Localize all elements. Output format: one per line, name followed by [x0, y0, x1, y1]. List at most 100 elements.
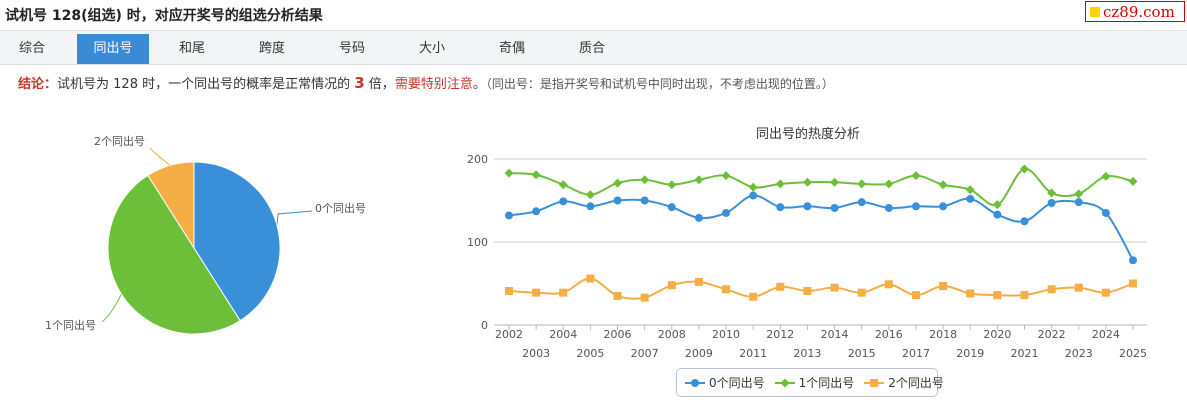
- series-2-point-2024[interactable]: [1101, 288, 1110, 297]
- series-1-point-2014[interactable]: [830, 177, 840, 187]
- series-1-point-2006[interactable]: [613, 178, 623, 188]
- series-0-point-2024[interactable]: [1101, 208, 1110, 217]
- series-1-point-2005[interactable]: [585, 190, 595, 200]
- pie-slice-1[interactable]: [107, 174, 241, 335]
- legend-item-0[interactable]: 0个同出号: [685, 374, 765, 391]
- legend-item-1[interactable]: 1个同出号: [774, 374, 855, 391]
- series-2-point-2020[interactable]: [993, 291, 1002, 300]
- series-2-point-2010[interactable]: [722, 285, 731, 294]
- series-2-point-2009[interactable]: [694, 277, 703, 286]
- series-0-point-2007[interactable]: [640, 196, 649, 205]
- legend-marker-1[interactable]: [780, 378, 790, 387]
- tab-common-numbers[interactable]: 同出号: [77, 34, 149, 64]
- series-0-point-2017[interactable]: [911, 202, 920, 211]
- legend-label-1: 1个同出号: [798, 376, 855, 390]
- tab-overview[interactable]: 综合: [18, 41, 45, 56]
- series-1-point-2025[interactable]: [1128, 176, 1138, 186]
- series-1-point-2012[interactable]: [775, 179, 785, 189]
- series-2-point-2015[interactable]: [857, 288, 866, 297]
- series-1-point-2016[interactable]: [884, 179, 894, 189]
- series-2-point-2012[interactable]: [776, 282, 785, 291]
- series-2-point-2016[interactable]: [884, 280, 893, 289]
- series-0-point-2015[interactable]: [857, 198, 866, 207]
- series-0-point-2025[interactable]: [1129, 256, 1137, 265]
- series-0-point-2019[interactable]: [966, 194, 975, 203]
- series-1-point-2015[interactable]: [857, 179, 867, 189]
- series-0-point-2012[interactable]: [776, 203, 785, 212]
- series-2-point-2005[interactable]: [586, 274, 595, 283]
- series-0-point-2009[interactable]: [694, 213, 703, 222]
- series-1-point-2011[interactable]: [748, 182, 758, 192]
- series-0-point-2002[interactable]: [505, 211, 513, 220]
- series-2-point-2004[interactable]: [559, 288, 568, 297]
- series-1-point-2019[interactable]: [965, 185, 975, 195]
- tab-sum-tail[interactable]: 和尾: [178, 41, 205, 56]
- series-1-point-2017[interactable]: [911, 171, 921, 181]
- tab-big-small[interactable]: 大小: [418, 41, 445, 56]
- tab-span[interactable]: 跨度: [258, 41, 285, 56]
- series-0: [505, 191, 1137, 265]
- tab-odd-even[interactable]: 奇偶: [498, 41, 525, 56]
- series-0-point-2020[interactable]: [993, 210, 1002, 219]
- series-1-point-2013[interactable]: [802, 177, 812, 187]
- series-0-point-2006[interactable]: [613, 196, 622, 205]
- series-2-point-2003[interactable]: [532, 288, 541, 297]
- brand-logo[interactable]: cz89.com: [1085, 1, 1185, 22]
- series-1-point-2008[interactable]: [667, 180, 677, 190]
- line-chart-legend: 0个同出号 1个同出号 2个同出号: [676, 368, 944, 397]
- series-1-point-2023[interactable]: [1074, 189, 1084, 199]
- series-1-point-2018[interactable]: [938, 180, 948, 190]
- series-2-point-2021[interactable]: [1020, 291, 1029, 300]
- tab-numbers[interactable]: 号码: [338, 41, 365, 56]
- series-1-point-2021[interactable]: [1019, 164, 1029, 174]
- x-tick-label-2005: 2005: [576, 347, 604, 360]
- legend-marker-2[interactable]: [870, 378, 879, 387]
- series-0-point-2021[interactable]: [1020, 217, 1029, 226]
- series-0-point-2011[interactable]: [749, 191, 758, 200]
- series-0-point-2003[interactable]: [532, 207, 541, 216]
- series-2-point-2007[interactable]: [640, 293, 649, 302]
- series-0-point-2010[interactable]: [722, 208, 731, 217]
- series-2-point-2006[interactable]: [613, 291, 622, 300]
- series-2-point-2013[interactable]: [803, 286, 812, 295]
- series-0-point-2018[interactable]: [939, 202, 948, 211]
- tab-prime-composite[interactable]: 质合: [578, 41, 605, 56]
- x-tick-label-2012: 2012: [766, 328, 794, 341]
- series-2-point-2008[interactable]: [667, 281, 676, 290]
- series-1-point-2022[interactable]: [1047, 188, 1057, 198]
- series-2-point-2018[interactable]: [939, 281, 948, 290]
- series-2-point-2017[interactable]: [911, 291, 920, 300]
- series-2-point-2025[interactable]: [1129, 279, 1137, 288]
- conclusion-multiple: 3: [354, 74, 365, 92]
- series-2-point-2023[interactable]: [1074, 283, 1083, 292]
- series-2-point-2014[interactable]: [830, 283, 839, 292]
- series-1-point-2024[interactable]: [1101, 171, 1111, 181]
- series-0-point-2005[interactable]: [586, 202, 595, 211]
- series-0-point-2014[interactable]: [830, 203, 839, 212]
- x-tick-label-2016: 2016: [875, 328, 903, 341]
- series-0-point-2016[interactable]: [884, 203, 893, 212]
- pie-slice-2[interactable]: [147, 161, 195, 250]
- series-1-point-2004[interactable]: [558, 180, 568, 190]
- series-0-point-2004[interactable]: [559, 197, 568, 206]
- series-0-point-2013[interactable]: [803, 202, 812, 211]
- series-2-point-2022[interactable]: [1047, 285, 1056, 294]
- series-2-point-2002[interactable]: [505, 286, 513, 295]
- series-0-point-2022[interactable]: [1047, 198, 1056, 207]
- series-1-point-2009[interactable]: [694, 175, 704, 185]
- x-tick-label-2015: 2015: [848, 347, 876, 360]
- series-1-point-2010[interactable]: [721, 171, 731, 181]
- series-1-point-2007[interactable]: [640, 175, 650, 185]
- series-2-point-2019[interactable]: [966, 289, 975, 298]
- series-1-point-2002[interactable]: [504, 168, 514, 178]
- legend-item-2[interactable]: 2个同出号: [864, 374, 944, 391]
- series-0-point-2008[interactable]: [667, 203, 676, 212]
- series-2-point-2011[interactable]: [749, 292, 758, 301]
- series-0-point-2023[interactable]: [1074, 198, 1083, 207]
- pie-chart: 0个同出号 1个同出号 2个同出号: [45, 134, 366, 335]
- x-tick-label-2002: 2002: [495, 328, 523, 341]
- legend-marker-0[interactable]: [691, 378, 699, 387]
- series-1-point-2003[interactable]: [531, 170, 541, 180]
- series-1-point-2020[interactable]: [992, 200, 1002, 210]
